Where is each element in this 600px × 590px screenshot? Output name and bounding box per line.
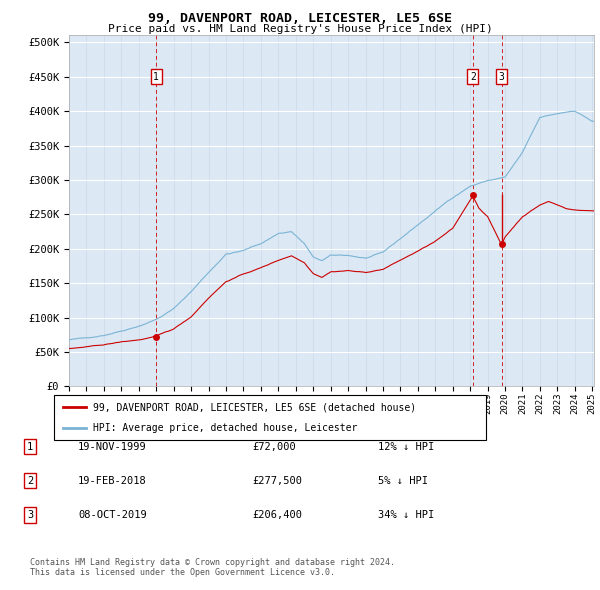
Text: 5% ↓ HPI: 5% ↓ HPI xyxy=(378,476,428,486)
Text: 19-NOV-1999: 19-NOV-1999 xyxy=(78,442,147,451)
Text: 08-OCT-2019: 08-OCT-2019 xyxy=(78,510,147,520)
Text: 2: 2 xyxy=(27,476,33,486)
Text: 34% ↓ HPI: 34% ↓ HPI xyxy=(378,510,434,520)
Text: 12% ↓ HPI: 12% ↓ HPI xyxy=(378,442,434,451)
Text: £72,000: £72,000 xyxy=(252,442,296,451)
Text: 3: 3 xyxy=(499,72,505,81)
Text: Price paid vs. HM Land Registry's House Price Index (HPI): Price paid vs. HM Land Registry's House … xyxy=(107,24,493,34)
Text: 1: 1 xyxy=(153,72,159,81)
Text: £206,400: £206,400 xyxy=(252,510,302,520)
Text: HPI: Average price, detached house, Leicester: HPI: Average price, detached house, Leic… xyxy=(93,422,357,432)
Text: 99, DAVENPORT ROAD, LEICESTER, LE5 6SE: 99, DAVENPORT ROAD, LEICESTER, LE5 6SE xyxy=(148,12,452,25)
Text: 19-FEB-2018: 19-FEB-2018 xyxy=(78,476,147,486)
Text: 1: 1 xyxy=(27,442,33,451)
Text: 2: 2 xyxy=(470,72,476,81)
Text: £277,500: £277,500 xyxy=(252,476,302,486)
Text: 99, DAVENPORT ROAD, LEICESTER, LE5 6SE (detached house): 99, DAVENPORT ROAD, LEICESTER, LE5 6SE (… xyxy=(93,402,416,412)
Text: 3: 3 xyxy=(27,510,33,520)
Text: Contains HM Land Registry data © Crown copyright and database right 2024.
This d: Contains HM Land Registry data © Crown c… xyxy=(30,558,395,577)
